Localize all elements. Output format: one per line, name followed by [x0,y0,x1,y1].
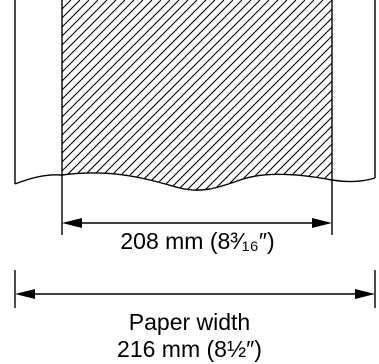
hatch-line [194,0,332,191]
hatch-line [293,0,332,191]
hatch-line [212,0,332,191]
hatch-line [230,0,332,191]
hatch-line [62,0,144,191]
hatch-line [62,0,261,191]
hatch-line [275,0,332,191]
hatch-line [62,0,99,191]
hatch-line [62,0,198,191]
hatch-line [176,0,332,191]
hatch-line [113,0,315,191]
print-width-label: 208 mm (8³⁄₁₆″) [120,228,275,254]
hatch-line [248,0,332,191]
print-area-hatch [62,0,332,191]
hatch-line [62,0,234,191]
hatch-line [62,0,225,191]
hatch-line [149,0,332,191]
hatch-line [68,0,270,191]
hatch-line [62,0,72,191]
paper-width-label: 216 mm (8½″) [117,336,262,362]
hatch-line [284,0,332,191]
hatch-line [266,0,332,191]
hatch-line [140,0,332,191]
hatch-line [62,0,171,191]
hatch-line [86,0,288,191]
paper-width-arrowhead-left [15,289,35,299]
hatch-line [62,0,153,191]
print-width-arrowhead-right [312,218,332,228]
hatch-line [62,0,243,191]
hatch-line [131,0,332,191]
hatch-line [185,0,332,191]
hatch-line [158,0,332,191]
hatch-line [221,0,332,191]
hatch-line [62,0,180,191]
paper-width-title: Paper width [128,309,251,335]
paper-torn-edge [14,172,376,191]
hatch-line [62,0,63,191]
hatch-line [329,0,332,191]
print-width-arrowhead-left [62,218,82,228]
hatch-line [62,0,189,191]
hatch-line [122,0,324,191]
hatch-line [104,0,306,191]
hatch-line [62,0,252,191]
hatch-line [62,0,90,191]
hatch-line [77,0,279,191]
paper-width-arrowhead-right [355,289,375,299]
hatch-line [257,0,332,191]
hatch-line [62,0,135,191]
hatch-line [62,0,207,191]
hatch-line [239,0,332,191]
hatch-line [203,0,332,191]
hatch-line [167,0,332,191]
hatch-line [62,0,117,191]
hatch-line [95,0,297,191]
hatch-line [62,0,126,191]
hatch-line [62,0,216,191]
hatch-line [62,0,162,191]
hatch-line [62,0,108,191]
